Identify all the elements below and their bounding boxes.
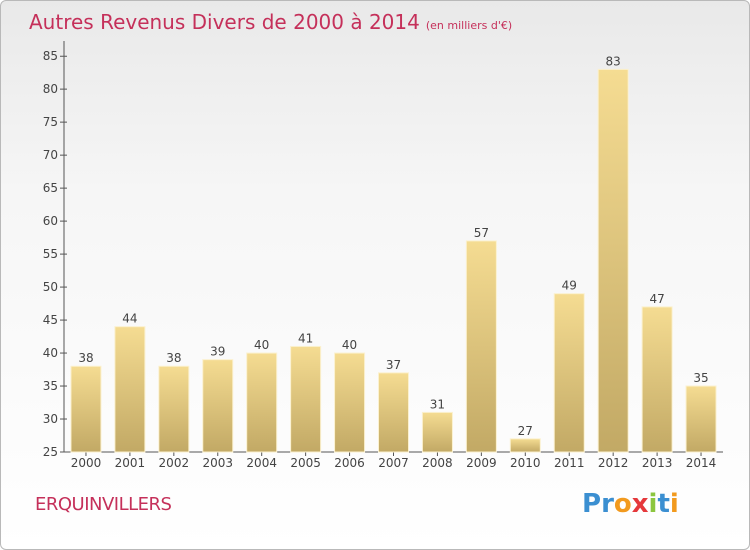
data-label-2002: 38 (166, 351, 181, 365)
bars (70, 68, 717, 453)
x-tick-label: 2014 (686, 456, 717, 470)
x-tick-label: 2005 (290, 456, 321, 470)
logo-letter: t (657, 489, 670, 519)
bar-2001 (114, 326, 146, 453)
x-tick-label: 2008 (422, 456, 453, 470)
y-tick-label: 70 (43, 148, 58, 162)
logo-letter: r (601, 489, 614, 519)
x-tick-label: 2010 (510, 456, 541, 470)
bar-2014 (685, 385, 717, 453)
bar-2000 (70, 365, 102, 453)
x-tick-label: 2003 (202, 456, 233, 470)
data-label-2012: 83 (606, 54, 621, 68)
bar-2013 (641, 306, 673, 453)
chart-title-text: Autres Revenus Divers de 2000 à 2014 (29, 10, 420, 34)
data-label-2000: 38 (78, 351, 93, 365)
data-label-2011: 49 (562, 279, 577, 293)
bar-2009 (465, 240, 497, 453)
data-label-2014: 35 (693, 371, 708, 385)
bar-2012 (597, 68, 629, 453)
bar-2002 (158, 365, 190, 453)
y-tick-label: 60 (43, 214, 58, 228)
proxiti-logo: Proxiti (582, 489, 679, 519)
bar-2004 (246, 352, 278, 453)
y-tick-label: 80 (43, 82, 58, 96)
x-tick-label: 2001 (115, 456, 146, 470)
axes: 25 30 35 40 45 50 55 60 65 70 75 80 85 2000 2001 2002 20… (43, 41, 723, 470)
logo-letter: i (669, 489, 679, 519)
x-tick-label: 2009 (466, 456, 497, 470)
data-label-2009: 57 (474, 226, 489, 240)
x-tick-label: 2002 (159, 456, 190, 470)
data-label-2003: 39 (210, 345, 225, 359)
logo-letter: i (648, 489, 658, 519)
x-tick-label: 2013 (642, 456, 673, 470)
data-label-2008: 31 (430, 397, 445, 411)
y-tick-label: 50 (43, 280, 58, 294)
y-tick-label: 55 (43, 247, 58, 261)
bar-2006 (334, 352, 366, 453)
chart-title: Autres Revenus Divers de 2000 à 2014 (en … (29, 10, 512, 34)
bar-2010 (509, 438, 541, 453)
logo-letter: P (582, 489, 602, 519)
y-tick-label: 85 (43, 49, 58, 63)
y-tick-label: 75 (43, 115, 58, 129)
x-tick-label: 2007 (378, 456, 409, 470)
x-tick-label: 2004 (246, 456, 277, 470)
commune-name: ERQUINVILLERS (35, 494, 172, 515)
y-tick-label: 25 (43, 445, 58, 459)
data-label-2001: 44 (122, 312, 137, 326)
data-labels: 38 44 38 39 40 41 40 37 31 57 27 49 83 47 35 (78, 54, 708, 437)
data-label-2004: 40 (254, 338, 269, 352)
bar-2011 (553, 293, 585, 453)
y-tick-label: 40 (43, 346, 58, 360)
bar-2007 (378, 372, 409, 453)
x-tick-label: 2006 (334, 456, 365, 470)
data-label-2010: 27 (518, 424, 533, 438)
y-tick-label: 35 (43, 379, 58, 393)
bar-2005 (290, 345, 322, 453)
chart-subtitle: (en milliers d'€) (425, 19, 513, 32)
y-tick-label: 65 (43, 181, 58, 195)
logo-letter: x (631, 489, 649, 519)
logo-letter: o (613, 489, 632, 519)
data-label-2005: 41 (298, 331, 313, 345)
y-tick-label: 45 (43, 313, 58, 327)
data-label-2007: 37 (386, 358, 401, 372)
data-label-2006: 40 (342, 338, 357, 352)
y-tick-label: 30 (43, 412, 58, 426)
x-tick-label: 2011 (554, 456, 585, 470)
bar-2008 (421, 411, 453, 453)
x-tick-label: 2012 (598, 456, 629, 470)
data-label-2013: 47 (649, 292, 664, 306)
bar-2003 (202, 359, 234, 453)
x-tick-label: 2000 (71, 456, 102, 470)
